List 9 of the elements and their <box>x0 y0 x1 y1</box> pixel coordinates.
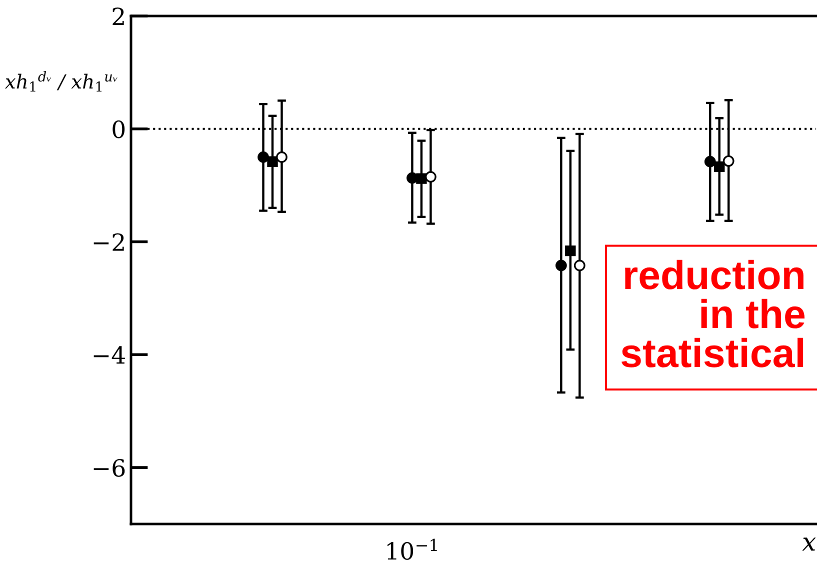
y-tick-label: −2 <box>94 233 124 251</box>
y-axis-title: xh$_{1}$$^{dᵥ}$ / xh$_{1}$$^{uᵥ}$ <box>4 71 118 92</box>
y-tick-label: 0 <box>112 120 125 138</box>
annotation: reduction in the statistical <box>622 260 805 368</box>
y-tick-label: −6 <box>94 459 125 477</box>
y-tick-label: 2 <box>112 7 124 25</box>
y-tick-label: −4 <box>94 346 125 364</box>
x-axis-title: x <box>802 538 816 551</box>
text: 10$^{−1}$ <box>387 538 437 560</box>
